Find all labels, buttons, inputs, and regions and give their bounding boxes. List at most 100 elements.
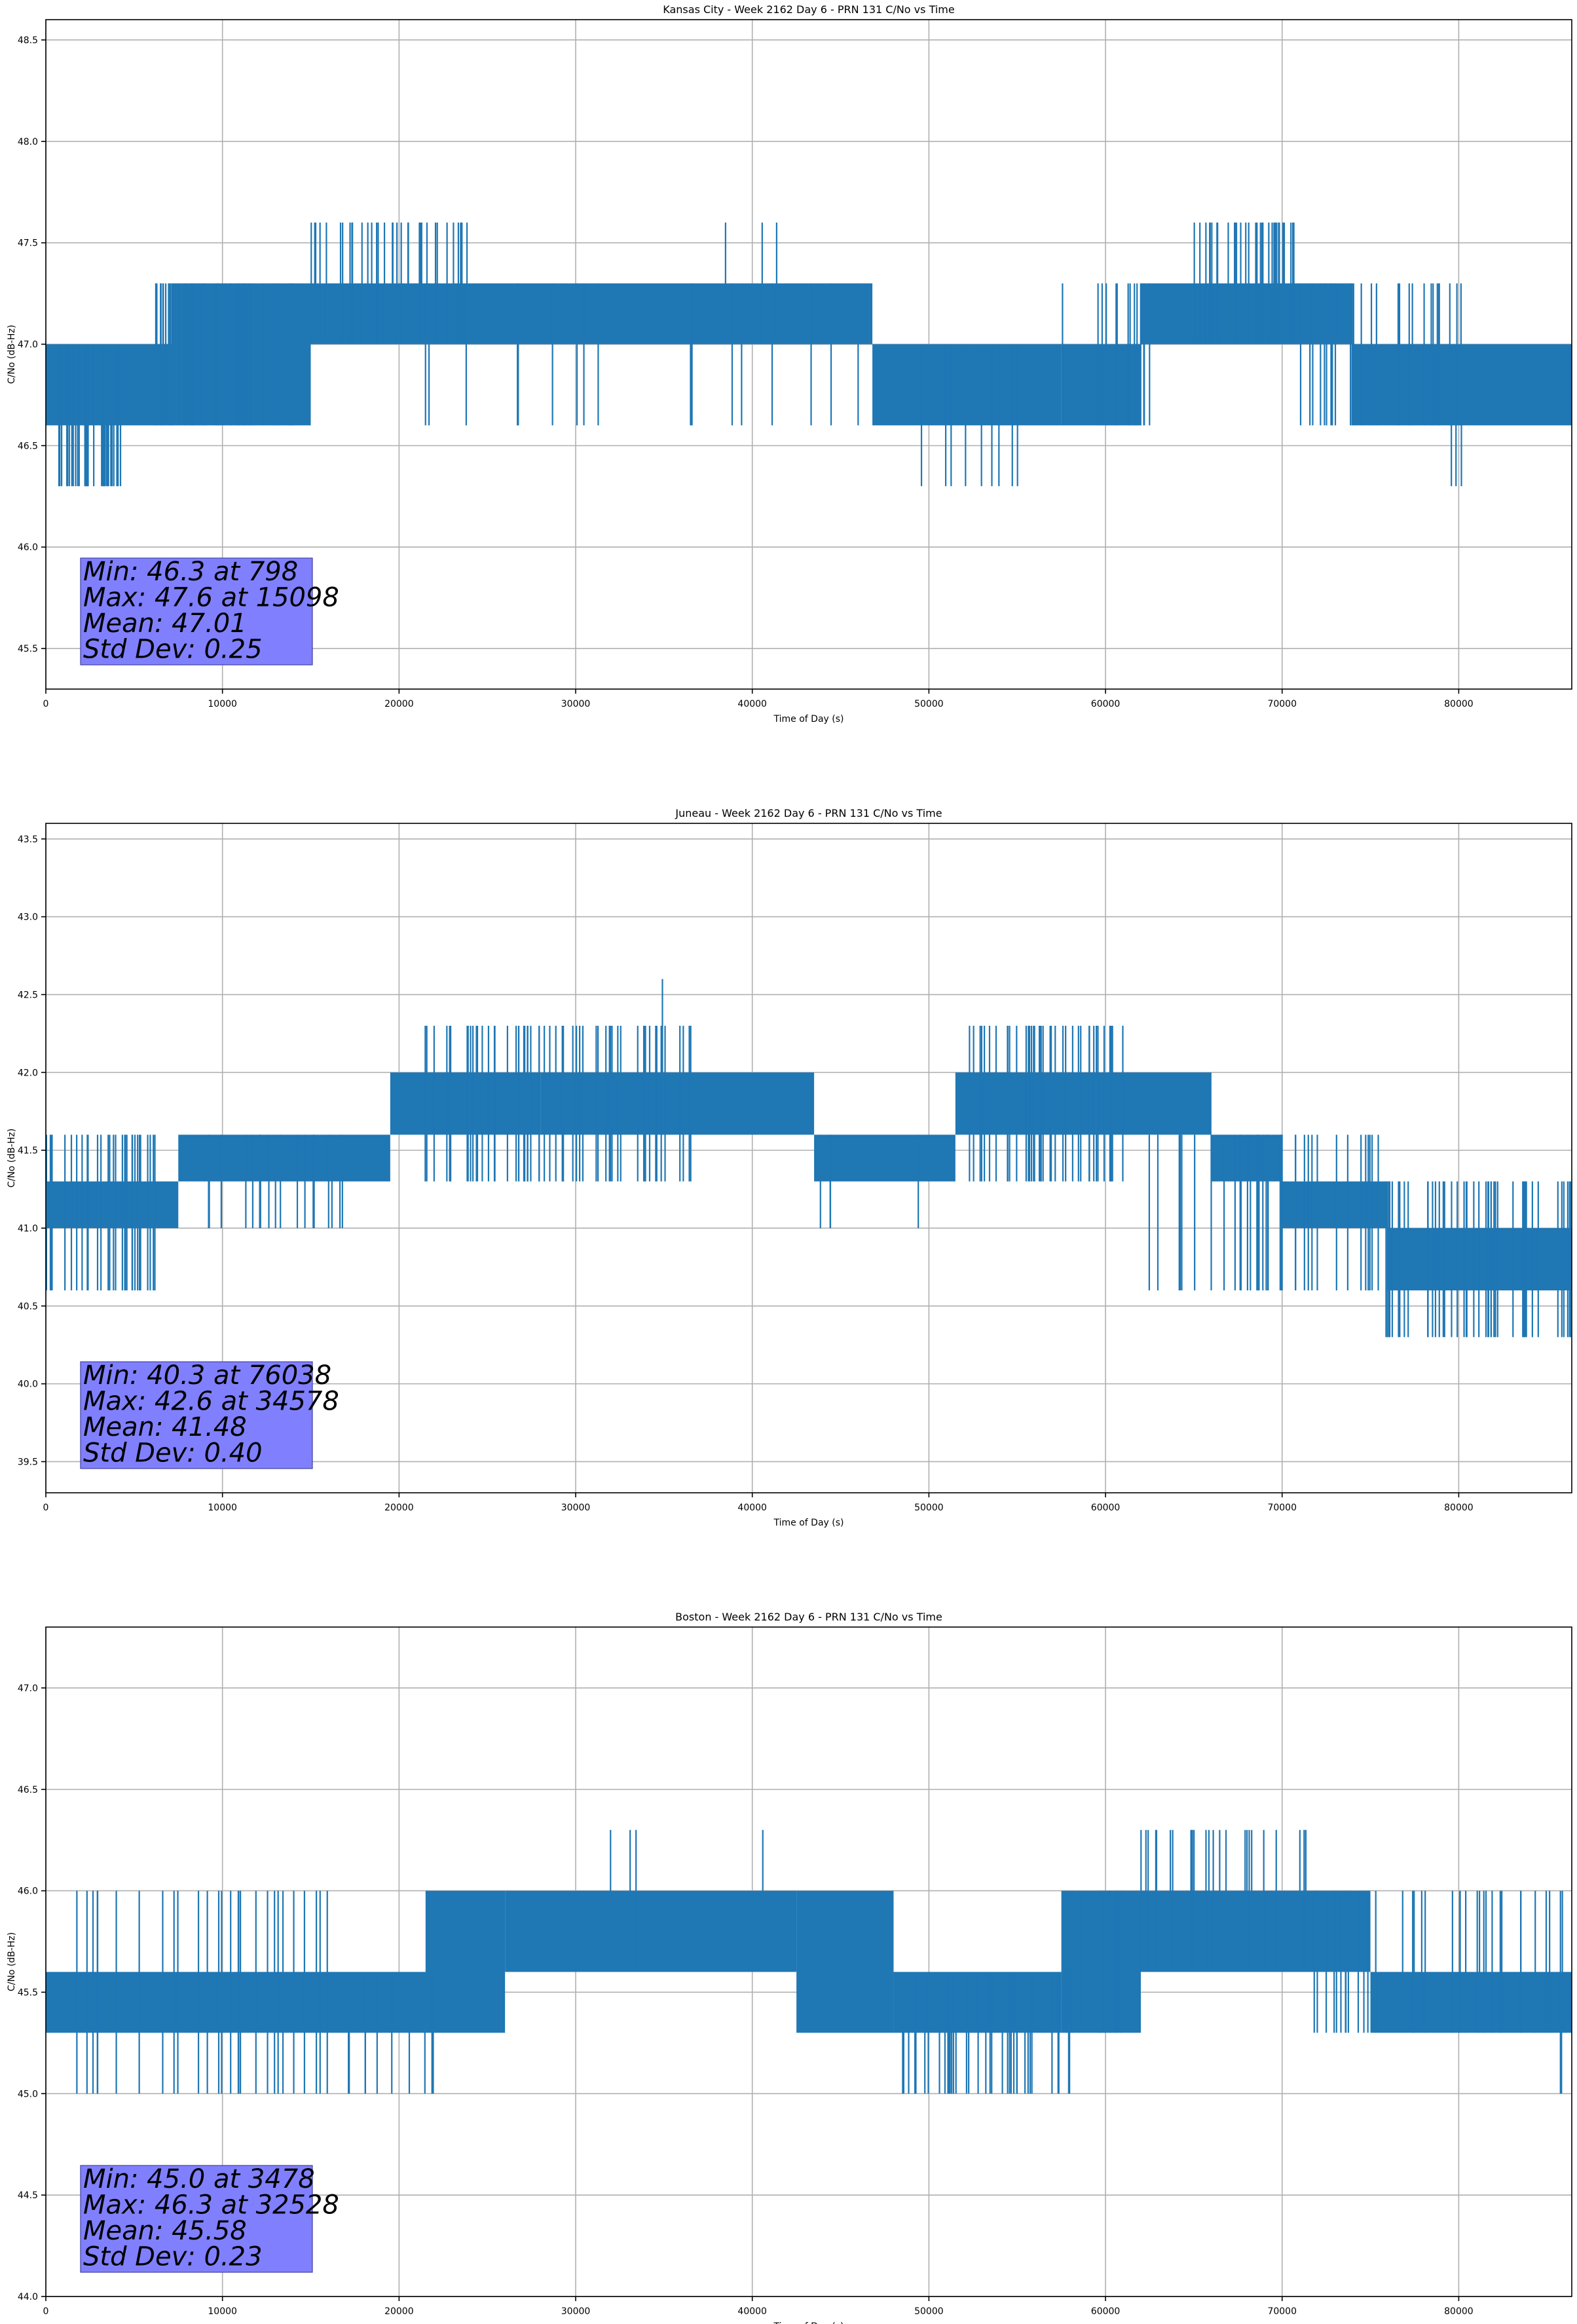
data-band [955,1072,1212,1135]
chart-panel-3: 0 10000 20000 30000 40000 50000 60000 70000 8000… [7,1611,1572,2324]
y-tick-label: 41.0 [18,1224,38,1234]
stats-line: Mean: 41.48 [83,1412,247,1442]
y-tick-label: 42.0 [18,1068,38,1078]
y-tick-label: 40.0 [18,1379,38,1390]
axes-frame [45,1626,1572,2297]
data-band [1370,1972,1572,2033]
x-tick-label: 30000 [561,1503,591,1513]
y-tick-label: 48.5 [18,35,38,46]
y-tick-label: 43.5 [18,834,38,845]
x-tick-label: 40000 [737,2306,767,2317]
y-tick-label: 45.5 [18,644,38,654]
stats-box [80,2165,313,2273]
x-tick-label: 50000 [914,1503,944,1513]
data-band [1061,344,1141,426]
stats-box [80,557,313,665]
x-tick-label: 50000 [914,2306,944,2317]
stats-line: Max: 46.3 at 32528 [83,2190,339,2221]
x-axis-label: Time of Day (s) [773,1518,844,1528]
data-band [540,1072,815,1135]
axes-frame [45,823,1572,1493]
stats-line: Std Dev: 0.40 [83,1438,263,1469]
y-axis-label: C/No (dB-Hz) [7,325,17,384]
data-band [1352,344,1572,426]
data-band [1211,1134,1282,1182]
data-band [390,1072,541,1135]
chart-title: Kansas City - Week 2162 Day 6 - PRN 131 … [663,3,954,16]
y-tick-label: 46.5 [18,1785,38,1795]
y-tick-label: 39.5 [18,1457,38,1467]
x-tick-label: 60000 [1091,699,1121,709]
axes-frame [45,19,1572,690]
stats-line: Mean: 45.58 [83,2216,247,2246]
x-axis-label: Time of Day (s) [773,2321,844,2324]
data-band [46,344,174,426]
x-tick-label: 40000 [737,1503,767,1513]
y-tick-label: 48.0 [18,137,38,147]
x-tick-label: 20000 [384,2306,414,2317]
x-tick-label: 0 [43,1503,49,1513]
y-tick-label: 47.0 [18,340,38,350]
x-axis-label: Time of Day (s) [773,714,844,724]
data-band [407,283,873,345]
x-tick-label: 20000 [384,1503,414,1513]
stats-line: Min: 40.3 at 76038 [83,1360,331,1391]
data-band [178,1134,390,1182]
data-band [46,1181,179,1228]
data-band [505,1890,797,1972]
x-tick-label: 50000 [914,699,944,709]
stats-line: Min: 45.0 at 3478 [83,2164,315,2194]
x-tick-label: 60000 [1091,1503,1121,1513]
stats-line: Max: 47.6 at 15098 [83,583,339,613]
y-tick-label: 47.5 [18,238,38,249]
x-tick-label: 10000 [208,699,237,709]
data-band [1388,1228,1572,1291]
data-band [872,344,1062,426]
x-tick-label: 0 [43,699,49,709]
stats-line: Std Dev: 0.25 [83,635,263,665]
data-band [1140,1890,1371,1972]
y-tick-label: 46.0 [18,542,38,553]
x-tick-label: 10000 [208,1503,237,1513]
y-tick-label: 46.5 [18,441,38,451]
stats-line: Mean: 47.01 [83,609,247,639]
y-tick-label: 44.0 [18,2292,38,2302]
y-tick-label: 41.5 [18,1146,38,1156]
y-tick-label: 43.0 [18,912,38,923]
x-tick-label: 0 [43,2306,49,2317]
data-band [796,1890,894,2033]
x-tick-label: 40000 [737,699,767,709]
y-axis-label: C/No (dB-Hz) [7,1129,17,1188]
y-tick-label: 45.0 [18,2089,38,2099]
x-tick-label: 20000 [384,699,414,709]
data-band [46,1972,426,2033]
chart-title: Boston - Week 2162 Day 6 - PRN 131 C/No … [675,1611,942,1623]
y-tick-label: 45.5 [18,1987,38,1998]
data-band [425,1890,506,2033]
y-tick-label: 46.0 [18,1886,38,1897]
stats-line: Max: 42.6 at 34578 [83,1387,339,1417]
x-tick-label: 80000 [1444,2306,1474,2317]
x-tick-label: 80000 [1444,699,1474,709]
chart-title: Juneau - Week 2162 Day 6 - PRN 131 C/No … [675,807,942,819]
chart-panel-1: 0 10000 20000 30000 40000 50000 60000 70000 8000… [7,3,1572,724]
series-cno [46,979,1572,1338]
stats-line: Min: 46.3 at 798 [83,557,298,587]
x-tick-label: 70000 [1267,1503,1297,1513]
y-tick-label: 42.5 [18,990,38,1000]
data-band [814,1134,955,1182]
stats-line: Std Dev: 0.23 [83,2242,263,2272]
y-tick-label: 40.5 [18,1302,38,1312]
stats-box [80,1361,313,1469]
x-tick-label: 30000 [561,2306,591,2317]
chart-panel-2: 0 10000 20000 30000 40000 50000 60000 70000 8000… [7,807,1572,1528]
x-tick-label: 80000 [1444,1503,1474,1513]
series-cno [46,222,1572,487]
y-tick-label: 47.0 [18,1683,38,1694]
series-cno [46,1829,1572,2094]
data-band [1140,283,1353,345]
x-tick-label: 70000 [1267,2306,1297,2317]
y-tick-label: 44.5 [18,2190,38,2201]
x-tick-label: 10000 [208,2306,237,2317]
